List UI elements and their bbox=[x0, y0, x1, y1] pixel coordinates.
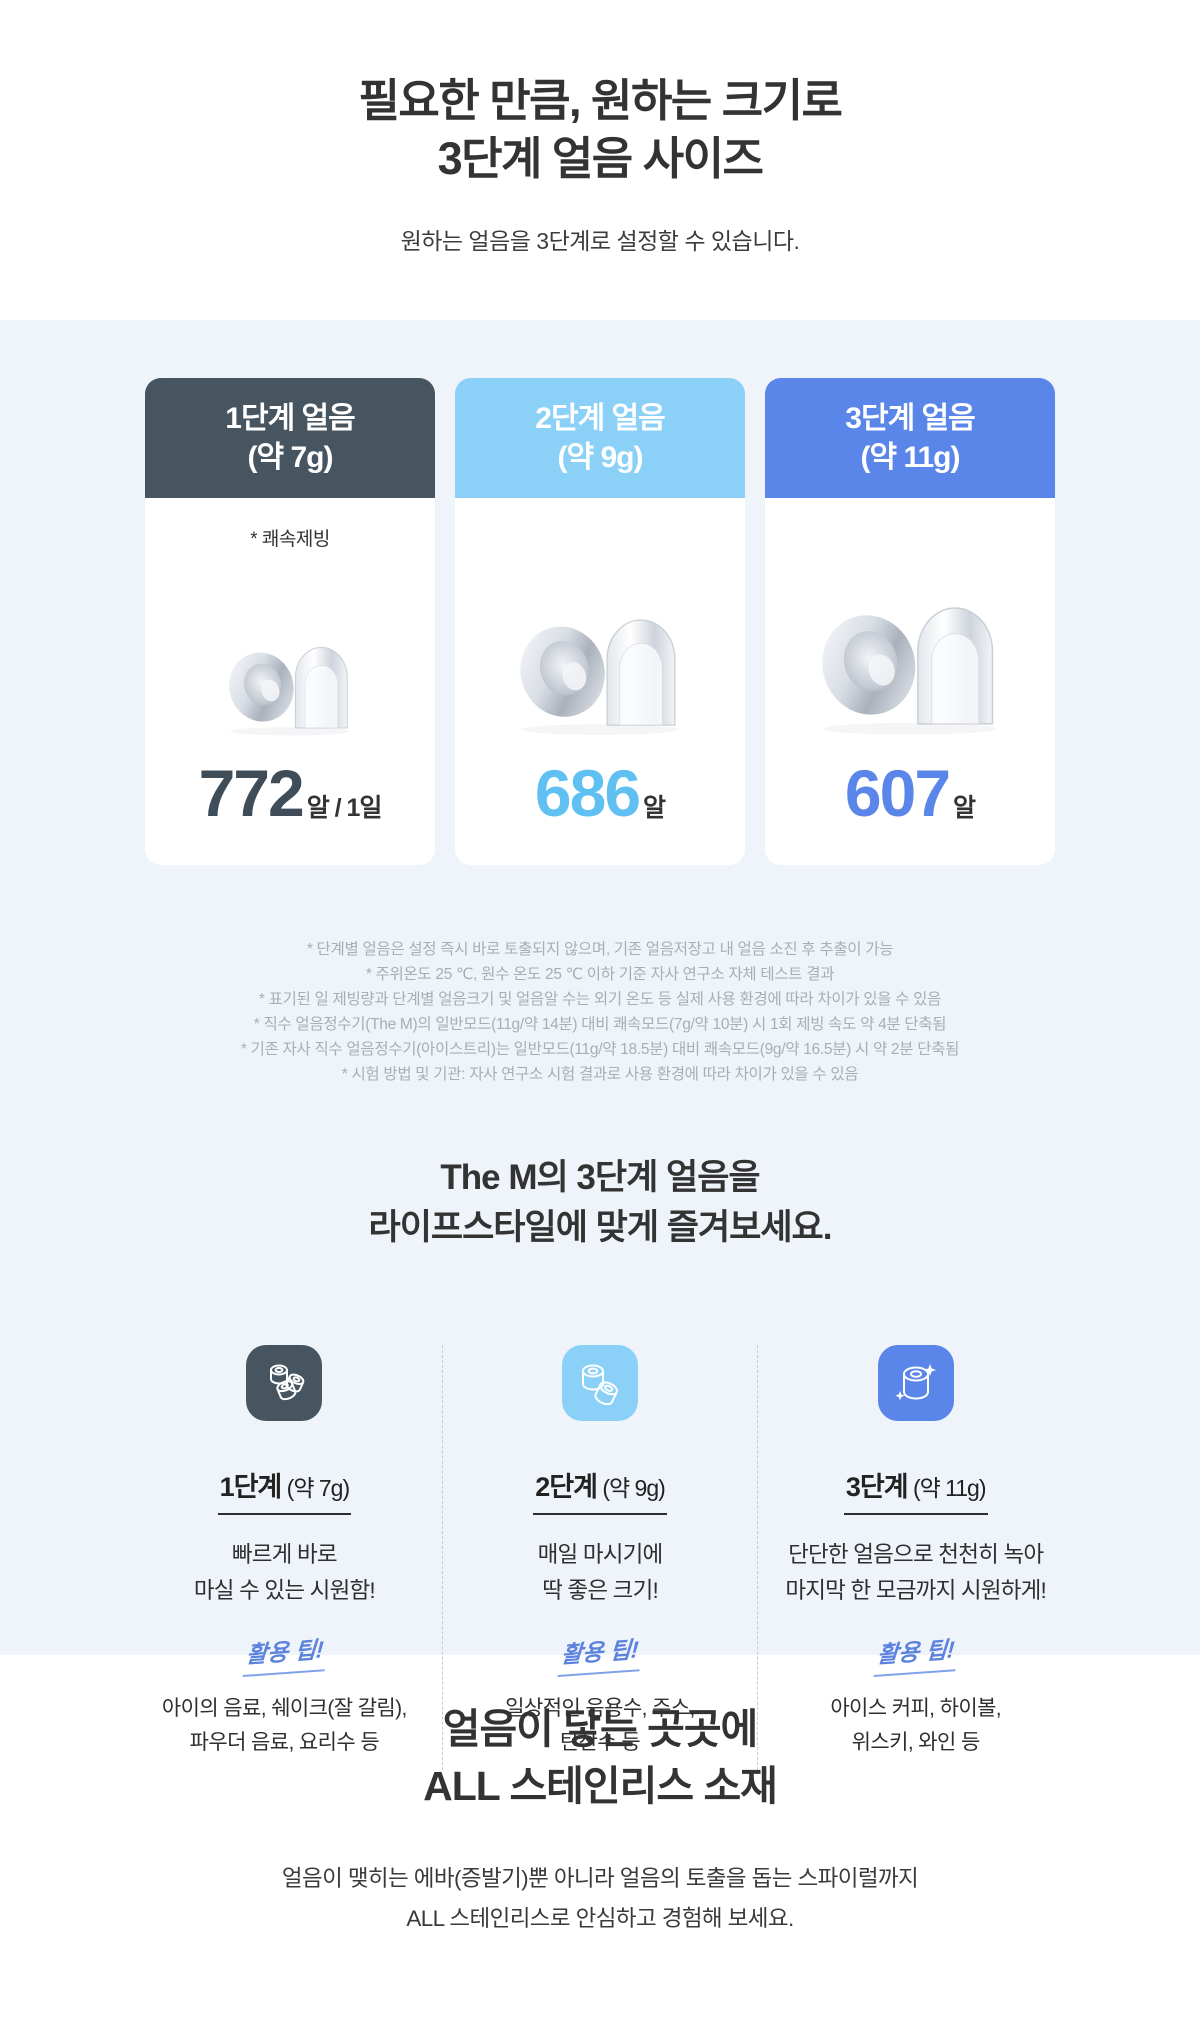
tip-stage2-uses: 일상적인 음용수, 주스, 탄산수 등 bbox=[443, 1692, 758, 1760]
disclaimer-list: * 단계별 얼음은 설정 즉시 바로 토출되지 않으며, 기존 얼음저장고 내 … bbox=[0, 937, 1200, 1087]
ice-card-stage2-weight: (약 9g) bbox=[557, 441, 644, 474]
ice-count-stage2: 686 알 bbox=[455, 755, 745, 831]
ice-count-number: 607 bbox=[844, 756, 951, 830]
lifestyle-heading-line1: The M의 3단계 얼음을 bbox=[440, 1158, 760, 1197]
ice-card-stage2-body: 686 알 bbox=[455, 498, 745, 865]
use-line1: 아이스 커피, 하이볼, bbox=[830, 1697, 1002, 1720]
ice-sparkle-icon bbox=[877, 1345, 954, 1421]
disclaimer-line: * 기존 자사 직수 얼음정수기(아이스트리)는 일반모드(11g/약 18.5… bbox=[240, 1041, 960, 1058]
ice-count-unit: 알 bbox=[953, 794, 976, 822]
disclaimer-line: * 표기된 일 제빙량과 단계별 얼음크기 및 얼음알 수는 외기 온도 등 실… bbox=[258, 991, 942, 1008]
tip-label-handwriting: 활용 팁! bbox=[873, 1630, 958, 1677]
ice-count-unit: 알 / 1일 bbox=[306, 794, 383, 822]
page-subtitle: 원하는 얼음을 3단계로 설정할 수 있습니다. bbox=[400, 228, 800, 254]
ice-card-stage3-body: 607 알 bbox=[765, 498, 1055, 865]
stage-name: 2단계 bbox=[535, 1472, 598, 1502]
stainless-body-line1: 얼음이 맺히는 에바(증발기)뿐 아니라 얼음의 토출을 돕는 스파이럴까지 bbox=[281, 1866, 919, 1891]
stainless-body-line2: ALL 스테인리스로 안심하고 경험해 보세요. bbox=[406, 1906, 794, 1931]
use-line2: 파우더 음료, 요리수 등 bbox=[189, 1731, 380, 1754]
ice-cubes-illustration bbox=[822, 607, 997, 735]
tip-stage2-title: 2단계 (약 9g) bbox=[533, 1465, 667, 1515]
ice-card-stage1: 1단계 얼음 (약 7g) * 쾌속제빙 bbox=[145, 378, 435, 865]
ice-count-unit: 알 bbox=[643, 794, 666, 822]
stage-name: 3단계 bbox=[845, 1472, 909, 1502]
use-line1: 일상적인 음용수, 주스, bbox=[505, 1697, 695, 1720]
tip-stage1-desc: 빠르게 바로 마실 수 있는 시원함! bbox=[127, 1537, 442, 1609]
ice-image-small bbox=[145, 633, 435, 737]
ice-image-medium bbox=[455, 601, 745, 737]
ice-card-stage2-title: 2단계 얼음 bbox=[535, 402, 665, 435]
tip-stage3-title: 3단계 (약 11g) bbox=[843, 1465, 988, 1515]
tip-column-stage2: 2단계 (약 9g) 매일 마시기에 딱 좋은 크기! 활용 팁! 일상적인 음… bbox=[441, 1345, 758, 1770]
stainless-heading-line1: 얼음이 닿는 곳곳에 bbox=[442, 1706, 759, 1752]
tip-stage1-title: 1단계 (약 7g) bbox=[217, 1465, 352, 1515]
ice-card-stage1-title: 1단계 얼음 bbox=[225, 402, 355, 435]
quick-ice-note: * 쾌속제빙 bbox=[250, 529, 330, 550]
stainless-heading: 얼음이 닿는 곳곳에 ALL 스테인리스 소재 bbox=[0, 1701, 1200, 1815]
tip-column-stage1: 1단계 (약 7g) 빠르게 바로 마실 수 있는 시원함! 활용 팁! 아이의… bbox=[127, 1345, 442, 1770]
ice-card-stage2: 2단계 얼음 (약 9g) bbox=[455, 378, 745, 865]
ice-count-stage1: 772 알 / 1일 bbox=[145, 755, 435, 831]
use-line2: 탄산수 등 bbox=[559, 1731, 641, 1754]
desc-line2: 마지막 한 모금까지 시원하게! bbox=[785, 1578, 1046, 1603]
ice-card-stage3: 3단계 얼음 (약 11g) bbox=[765, 378, 1055, 865]
ice-card-stage3-weight: (약 11g) bbox=[860, 441, 961, 474]
disclaimer-line: * 시험 방법 및 기관: 자사 연구소 시험 결과로 사용 환경에 따라 차이… bbox=[341, 1066, 859, 1083]
ice-nuggets-small-icon bbox=[246, 1345, 323, 1421]
desc-line1: 단단한 얼음으로 천천히 녹아 bbox=[788, 1542, 1044, 1567]
ice-nuggets-medium-icon bbox=[562, 1345, 638, 1421]
ice-card-stage3-title: 3단계 얼음 bbox=[845, 402, 975, 435]
disclaimer-line: * 단계별 얼음은 설정 즉시 바로 토출되지 않으며, 기존 얼음저장고 내 … bbox=[306, 941, 894, 958]
hero-section: 필요한 만큼, 원하는 크기로 3단계 얼음 사이즈 원하는 얼음을 3단계로 … bbox=[0, 0, 1200, 320]
ice-card-stage1-header: 1단계 얼음 (약 7g) bbox=[145, 378, 435, 498]
tip-label-handwriting: 활용 팁! bbox=[242, 1630, 327, 1677]
ice-size-section: 1단계 얼음 (약 7g) * 쾌속제빙 bbox=[0, 320, 1200, 1770]
stainless-section: 얼음이 닿는 곳곳에 ALL 스테인리스 소재 얼음이 맺히는 에바(증발기)뿐… bbox=[0, 1655, 1200, 2018]
tip-label-handwriting: 활용 팁! bbox=[557, 1630, 643, 1677]
desc-line2: 마실 수 있는 시원함! bbox=[193, 1578, 376, 1603]
ice-cubes-illustration bbox=[520, 619, 679, 735]
desc-line1: 빠르게 바로 bbox=[231, 1542, 338, 1567]
ice-card-stage1-weight: (약 7g) bbox=[247, 441, 334, 474]
ice-card-stage1-body: * 쾌속제빙 772 알 / 1일 bbox=[145, 498, 435, 865]
tip-column-stage3: 3단계 (약 11g) 단단한 얼음으로 천천히 녹아 마지막 한 모금까지 시… bbox=[757, 1345, 1073, 1770]
stage-name: 1단계 bbox=[219, 1472, 283, 1502]
tip-stage1-uses: 아이의 음료, 쉐이크(잘 갈림), 파우더 음료, 요리수 등 bbox=[127, 1692, 442, 1760]
ice-card-stage3-header: 3단계 얼음 (약 11g) bbox=[765, 378, 1055, 498]
stainless-body: 얼음이 맺히는 에바(증발기)뿐 아니라 얼음의 토출을 돕는 스파이럴까지 A… bbox=[0, 1859, 1200, 1939]
tip-stage3-uses: 아이스 커피, 하이볼, 위스키, 와인 등 bbox=[758, 1692, 1073, 1760]
disclaimer-line: * 주위온도 25 ℃, 원수 온도 25 ℃ 이하 기준 자사 연구소 자체 … bbox=[365, 966, 835, 983]
tip-stage3-desc: 단단한 얼음으로 천천히 녹아 마지막 한 모금까지 시원하게! bbox=[758, 1537, 1073, 1609]
stainless-heading-line2: ALL 스테인리스 소재 bbox=[423, 1763, 778, 1809]
stage-weight: (약 11g) bbox=[907, 1475, 987, 1501]
ice-count-number: 686 bbox=[534, 756, 641, 830]
stage-weight: (약 9g) bbox=[596, 1475, 665, 1501]
page-title-line2: 3단계 얼음 사이즈 bbox=[437, 133, 764, 184]
ice-count-stage3: 607 알 bbox=[765, 755, 1055, 831]
ice-card-stage2-header: 2단계 얼음 (약 9g) bbox=[455, 378, 745, 498]
use-line1: 아이의 음료, 쉐이크(잘 갈림), bbox=[161, 1697, 407, 1720]
lifestyle-heading-line2: 라이프스타일에 맞게 즐겨보세요. bbox=[368, 1208, 833, 1247]
lifestyle-tips: 1단계 (약 7g) 빠르게 바로 마실 수 있는 시원함! 활용 팁! 아이의… bbox=[127, 1345, 1073, 1770]
page-title: 필요한 만큼, 원하는 크기로 3단계 얼음 사이즈 bbox=[0, 72, 1200, 188]
ice-cubes-illustration bbox=[229, 647, 350, 736]
use-line2: 위스키, 와인 등 bbox=[851, 1731, 981, 1754]
disclaimer-line: * 직수 얼음정수기(The M)의 일반모드(11g/약 14분) 대비 쾌속… bbox=[253, 1016, 947, 1033]
desc-line2: 딱 좋은 크기! bbox=[542, 1578, 659, 1603]
ice-count-number: 772 bbox=[198, 756, 305, 830]
ice-image-large bbox=[765, 587, 1055, 737]
desc-line1: 매일 마시기에 bbox=[537, 1542, 664, 1567]
tip-stage2-desc: 매일 마시기에 딱 좋은 크기! bbox=[443, 1537, 758, 1609]
lifestyle-heading: The M의 3단계 얼음을 라이프스타일에 맞게 즐겨보세요. bbox=[0, 1153, 1200, 1253]
page-title-line1: 필요한 만큼, 원하는 크기로 bbox=[358, 75, 843, 126]
stage-weight: (약 7g) bbox=[281, 1475, 350, 1501]
ice-size-cards: 1단계 얼음 (약 7g) * 쾌속제빙 bbox=[145, 378, 1055, 865]
